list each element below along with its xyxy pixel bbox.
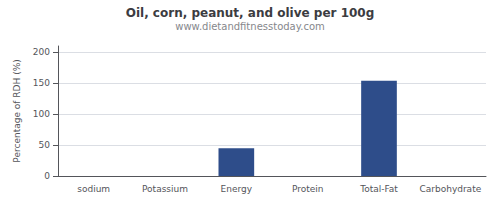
svg-text:sodium: sodium <box>77 184 110 194</box>
svg-text:200: 200 <box>33 47 50 57</box>
svg-text:100: 100 <box>33 109 50 119</box>
svg-text:50: 50 <box>39 140 51 150</box>
svg-text:www.dietandfitnesstoday.com: www.dietandfitnesstoday.com <box>175 21 324 32</box>
svg-text:Protein: Protein <box>292 184 324 194</box>
svg-text:0: 0 <box>44 171 50 181</box>
svg-text:Potassium: Potassium <box>142 184 188 194</box>
svg-text:Carbohydrate: Carbohydrate <box>419 184 481 194</box>
svg-text:Oil, corn, peanut, and olive p: Oil, corn, peanut, and olive per 100g <box>126 6 375 20</box>
svg-text:Percentage of RDH (%): Percentage of RDH (%) <box>12 59 22 162</box>
svg-text:Energy: Energy <box>221 184 253 194</box>
svg-text:Total-Fat: Total-Fat <box>359 184 398 194</box>
svg-text:150: 150 <box>33 78 50 88</box>
